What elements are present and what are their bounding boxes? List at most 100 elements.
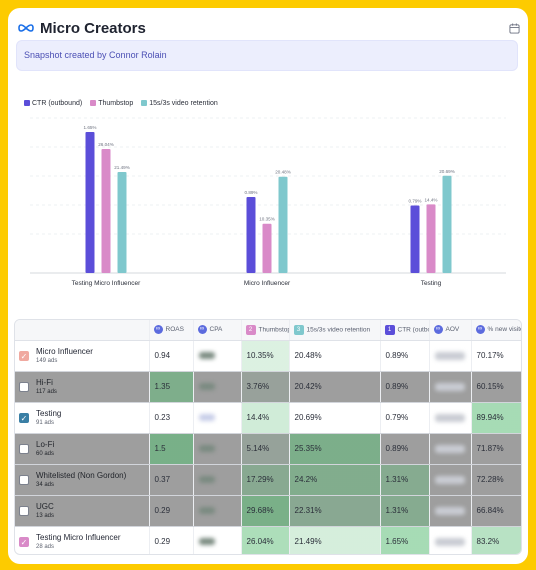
thumbstop-cell: 17.29% (241, 464, 290, 496)
redacted-value (198, 352, 215, 360)
bar (85, 132, 95, 273)
new-visitors-cell: 71.87% (471, 433, 521, 465)
snapshot-banner: Snapshot created by Connor Rolain (16, 40, 518, 71)
aov-cell (429, 464, 472, 496)
row-ad-count: 34 ads (36, 481, 55, 488)
table-row[interactable]: ✓ Testing 91 ads 0.23 14.4% 20.69% 0.79% 89.94% (15, 402, 521, 434)
new-visitors-cell: 83.2% (471, 526, 521, 554)
cpa-cell (193, 371, 242, 403)
column-header-roas[interactable]: ∞ ROAS (149, 320, 194, 341)
row-ad-count: 60 ads (36, 450, 55, 457)
legend-item-retention[interactable]: 15s/3s video retention (141, 97, 218, 109)
row-name: Lo-Fi (36, 439, 55, 449)
new-visitors-cell: 66.84% (471, 495, 521, 527)
meta-icon: ∞ (197, 325, 207, 335)
new-visitors-cell: 60.15% (471, 371, 521, 403)
ctr-cell: 0.89% (380, 433, 430, 465)
ctr-cell: 1.65% (380, 526, 430, 554)
table-row[interactable]: ✓ Micro Influencer 149 ads 0.94 10.35% 20.48%… (15, 340, 521, 372)
row-name-cell: UGC 13 ads (15, 495, 150, 527)
table-row[interactable]: Hi-Fi 117 ads 1.35 3.76% 20.42% 0.89% 60.15% (15, 371, 521, 403)
roas-cell: 0.29 (149, 495, 194, 527)
legend-label: 15s/3s video retention (149, 99, 218, 107)
data-label: 20.69% (439, 169, 455, 174)
new-visitors-cell: 70.17% (471, 340, 521, 372)
ctr-cell: 0.89% (380, 371, 430, 403)
row-checkbox[interactable]: ✓ (19, 536, 29, 547)
legend-item-thumbstop[interactable]: Thumbstop (90, 97, 133, 109)
column-header-cpa[interactable]: ∞ CPA (193, 320, 242, 341)
column-header-thumbstop[interactable]: 2 Thumbstop (241, 320, 290, 341)
legend-swatch (90, 100, 97, 106)
bar-chart: 1.65% 0.89% 0.79% 26.04% 10.35% 14.4% 21.49% 20… (30, 117, 506, 287)
aov-cell (429, 402, 472, 434)
row-name: Micro Influencer (36, 346, 93, 356)
table-row[interactable]: Whitelisted (Non Gordon) 34 ads 0.37 17.29%… (15, 464, 521, 496)
row-name-cell: ✓ Testing 91 ads (15, 402, 150, 434)
report-header: Micro Creators (16, 14, 520, 44)
legend-swatch (24, 100, 30, 106)
page-title: Micro Creators (40, 20, 146, 37)
row-checkbox[interactable] (19, 505, 29, 516)
roas-cell: 0.37 (149, 464, 194, 496)
row-checkbox[interactable] (19, 443, 29, 454)
series-number-badge: 2 (245, 324, 256, 335)
column-header-label: CPA (209, 326, 223, 334)
series-number-badge: 1 (384, 324, 395, 335)
column-header-label: 15s/3s video retention (306, 326, 371, 334)
redacted-value (434, 475, 465, 484)
data-label: 0.89% (244, 190, 257, 195)
row-checkbox[interactable] (19, 381, 29, 392)
redacted-value (434, 444, 465, 453)
bar (410, 205, 420, 273)
column-header-15s-3s-video-retention[interactable]: 3 15s/3s video retention (289, 320, 381, 341)
column-header-aov[interactable]: ∞ AOV (429, 320, 472, 341)
row-ad-count: 13 ads (36, 512, 55, 519)
redacted-value (198, 414, 215, 422)
cpa-cell (193, 526, 242, 554)
row-ad-count: 28 ads (36, 543, 55, 550)
column-header--new-visitors[interactable]: ∞% new visitors (471, 320, 521, 341)
bar (442, 175, 452, 273)
calendar-icon[interactable] (509, 23, 520, 34)
bar (278, 176, 288, 273)
meta-icon: ∞ (153, 325, 163, 335)
row-name: Hi-Fi (36, 377, 53, 387)
data-label: 21.49% (114, 165, 130, 170)
column-header-label: CTR (outbound) (397, 326, 429, 334)
metrics-table: ∞ ROAS ∞ CPA 2 Thumbstop 3 15s/3s video retenti… (15, 320, 521, 554)
cpa-cell (193, 495, 242, 527)
row-name: Testing (36, 408, 62, 418)
row-name: Whitelisted (Non Gordon) (36, 470, 127, 480)
bar (101, 149, 111, 273)
thumbstop-cell: 14.4% (241, 402, 290, 434)
redacted-value (434, 382, 465, 391)
table-row[interactable]: ✓ Testing Micro Influencer 28 ads 0.29 26.04… (15, 526, 521, 554)
thumbstop-cell: 29.68% (241, 495, 290, 527)
table-row[interactable]: UGC 13 ads 0.29 29.68% 22.31% 1.31% 66.84% (15, 495, 521, 527)
roas-cell: 1.5 (149, 433, 194, 465)
column-header-label: AOV (445, 326, 460, 334)
roas-cell: 0.23 (149, 402, 194, 434)
data-label: 14.4% (424, 197, 437, 202)
row-name-cell: ✓ Micro Influencer 149 ads (15, 340, 150, 372)
meta-icon: ∞ (433, 325, 443, 335)
column-header-name[interactable] (15, 320, 150, 341)
retention-cell: 20.69% (289, 402, 381, 434)
data-label: 20.48% (275, 170, 291, 175)
data-label: 1.65% (83, 125, 96, 130)
aov-cell (429, 495, 472, 527)
ctr-cell: 1.31% (380, 495, 430, 527)
legend-label: CTR (outbound) (32, 99, 83, 107)
row-checkbox[interactable]: ✓ (19, 412, 29, 423)
legend-item-ctr[interactable]: CTR (outbound) (24, 97, 82, 109)
column-header-label: ROAS (165, 326, 184, 334)
row-checkbox[interactable]: ✓ (19, 350, 29, 361)
row-name: Testing Micro Influencer (36, 532, 121, 542)
bar (262, 223, 272, 273)
retention-cell: 22.31% (289, 495, 381, 527)
row-checkbox[interactable] (19, 474, 29, 485)
row-name-cell: Lo-Fi 60 ads (15, 433, 150, 465)
table-row[interactable]: Lo-Fi 60 ads 1.5 5.14% 25.35% 0.89% 71.87% (15, 433, 521, 465)
